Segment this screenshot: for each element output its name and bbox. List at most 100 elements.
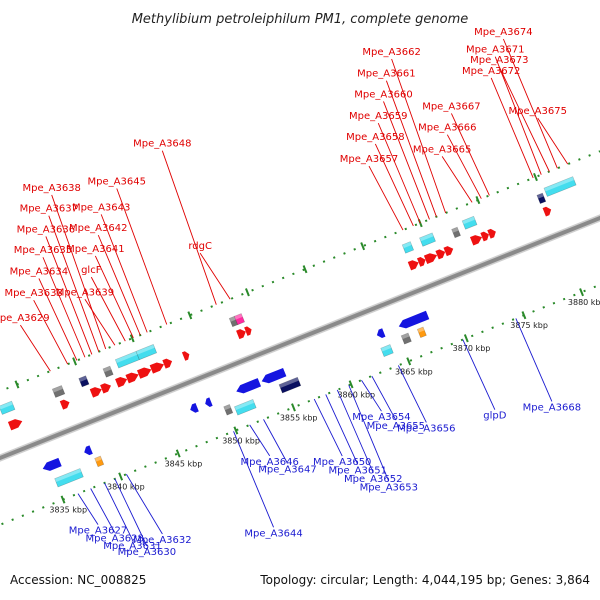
reverse-gene-label: Mpe_A3632: [133, 535, 191, 546]
accession-text: Accession: NC_008825: [10, 573, 147, 587]
forward-gene-label: Mpe_A3657: [340, 154, 398, 165]
scale-tick-label: 3870 kbp: [453, 344, 491, 353]
reverse-gene-arrow: [190, 402, 199, 413]
scale-tick-label: 3835 kbp: [49, 506, 87, 515]
major-tick: [291, 403, 296, 412]
leader-line: [77, 493, 99, 525]
leader-line: [94, 255, 134, 339]
major-tick: [360, 242, 366, 251]
navy-feature: [78, 375, 90, 388]
forward-gene-label: Mpe_A3642: [69, 223, 127, 234]
forward-gene-label: Mpe_A3666: [418, 123, 476, 134]
other-feature: [102, 365, 114, 378]
major-tick: [579, 288, 584, 297]
scale-ticks: 3835 kbp 3840 kbp 3845 kbp 3850 kbp 3855 kbp…: [14, 172, 600, 515]
leader-line: [116, 188, 168, 325]
leader-line: [336, 389, 374, 474]
reverse-gene-label: Mpe_A3650: [313, 457, 371, 468]
major-tick: [175, 449, 181, 458]
gene-labels: Mpe_A3629Mpe_A3633Mpe_A3634Mpe_A3635Mpe_…: [0, 27, 581, 558]
other-feature: [51, 385, 66, 398]
backbone-line: [0, 215, 600, 461]
leader-line: [515, 318, 553, 402]
forward-gene-arrow: [162, 358, 173, 369]
forward-gene-label: Mpe_A3638: [22, 183, 80, 194]
major-tick: [348, 380, 354, 389]
leader-line: [45, 236, 93, 355]
major-tick: [72, 357, 78, 366]
reverse-gene-label: Mpe_A3631: [103, 541, 161, 552]
forward-gene-label: Mpe_A3634: [10, 266, 68, 277]
navy-feature: [278, 376, 302, 394]
leader-line: [233, 431, 274, 528]
leader-line: [374, 143, 414, 227]
forward-gene-label: Mpe_A3636: [17, 224, 75, 235]
forward-gene-label: Mpe_A3673: [470, 55, 528, 66]
forward-gene-label: Mpe_A3633: [4, 288, 62, 299]
forward-gene-arrow: [469, 235, 483, 246]
reverse-gene-arrow: [42, 457, 62, 471]
forward-gene-arrow: [416, 256, 426, 267]
reverse-ruler-row: [0, 283, 600, 526]
leader-line: [51, 194, 107, 350]
rna-feature: [380, 344, 394, 357]
major-tick: [233, 426, 239, 435]
scale-tick-label: 3860 kbp: [337, 390, 375, 399]
leader-line: [462, 339, 496, 410]
leader-line: [20, 324, 51, 372]
forward-gene-label: Mpe_A3643: [72, 202, 130, 213]
forward-gene-arrow: [181, 351, 190, 361]
reverse-gene-label: Mpe_A3653: [360, 482, 418, 493]
rna-feature: [401, 241, 415, 254]
leader-line: [537, 117, 569, 165]
rna-feature: [234, 399, 257, 416]
leader-line: [391, 58, 447, 214]
forward-gene-label: Mpe_A3637: [20, 204, 78, 215]
leader-line: [325, 394, 359, 465]
forward-gene-label: Mpe_A3660: [354, 89, 412, 100]
scale-tick-label: 3855 kbp: [280, 413, 318, 422]
reverse-gene-arrow: [205, 397, 213, 407]
forward-gene-label: Mpe_A3675: [509, 106, 567, 117]
reverse-gene-arrow: [236, 378, 262, 394]
leader-line: [494, 56, 542, 175]
reverse-gene-arrow: [376, 328, 386, 339]
other-feature: [451, 226, 461, 239]
forward-gene-arrow: [236, 329, 246, 340]
other-feature: [223, 404, 234, 416]
scale-tick-label: 3865 kbp: [395, 367, 433, 376]
major-tick: [245, 288, 250, 297]
reverse-gene-label: Mpe_A3652: [344, 474, 402, 485]
major-tick: [475, 195, 481, 205]
forward-gene-arrow: [423, 253, 438, 264]
forward-gene-arrow: [480, 231, 489, 242]
navy-feature: [536, 192, 547, 205]
leader-line: [371, 375, 397, 421]
gene-features: [0, 176, 577, 488]
genome-backbone: [0, 214, 600, 462]
leader-line: [383, 101, 430, 220]
leader-line: [90, 488, 116, 533]
forward-gene-arrow: [542, 206, 552, 217]
leader-line: [450, 113, 490, 196]
reverse-gene-arrow: [84, 445, 93, 456]
forward-gene-arrow: [115, 377, 128, 388]
rna-feature: [419, 232, 436, 247]
forward-gene-arrow: [89, 387, 102, 398]
major-tick: [406, 357, 412, 366]
reverse-gene-label: Mpe_A3630: [118, 547, 176, 558]
forward-gene-label: Mpe_A3639: [56, 287, 114, 298]
scale-tick-label: 3840 kbp: [107, 483, 145, 492]
major-tick: [533, 172, 538, 182]
reverse-gene-label: Mpe_A3644: [244, 528, 302, 539]
major-tick: [187, 311, 193, 320]
forward-ruler-row: [0, 150, 600, 393]
ruler-tick-rows: [0, 150, 600, 526]
forward-gene-label: Mpe_A3658: [346, 132, 404, 143]
forward-gene-arrow: [7, 419, 23, 431]
forward-gene-label: Mpe_A3662: [362, 47, 420, 58]
highlight-feature: [233, 313, 245, 326]
reverse-gene-arrow: [398, 310, 430, 329]
leader-line: [385, 80, 437, 217]
